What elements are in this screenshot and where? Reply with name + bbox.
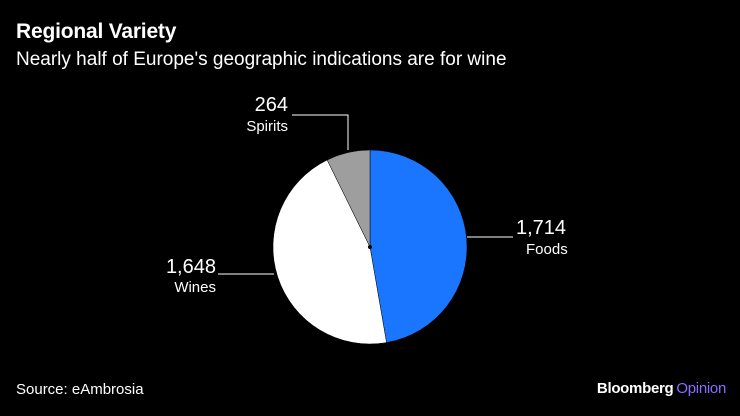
pie-slice-spirits bbox=[326, 149, 371, 248]
brand-main: Bloomberg bbox=[596, 380, 674, 397]
data-label-foods-name: Foods bbox=[526, 241, 568, 258]
brand-logo: Bloomberg Opinion bbox=[597, 380, 726, 397]
brand-accent: Opinion bbox=[676, 380, 726, 397]
pie-slice-foods bbox=[369, 149, 468, 343]
pie-slices bbox=[272, 149, 468, 345]
data-label-spirits-name: Spirits bbox=[246, 118, 288, 135]
donut-hole bbox=[368, 245, 372, 249]
chart-title: Regional Variety bbox=[16, 20, 177, 43]
data-label-wines-name: Wines bbox=[174, 279, 216, 296]
source-note: Source: eAmbrosia bbox=[16, 381, 144, 398]
data-label-wines-value: 1,648 bbox=[166, 256, 216, 278]
chart-subtitle: Nearly half of Europe's geographic indic… bbox=[16, 49, 507, 70]
data-label-foods-value: 1,714 bbox=[516, 217, 566, 239]
leader-line-spirits bbox=[292, 114, 349, 150]
pie-slice-wines bbox=[272, 159, 387, 345]
data-label-spirits-value: 264 bbox=[255, 94, 288, 116]
